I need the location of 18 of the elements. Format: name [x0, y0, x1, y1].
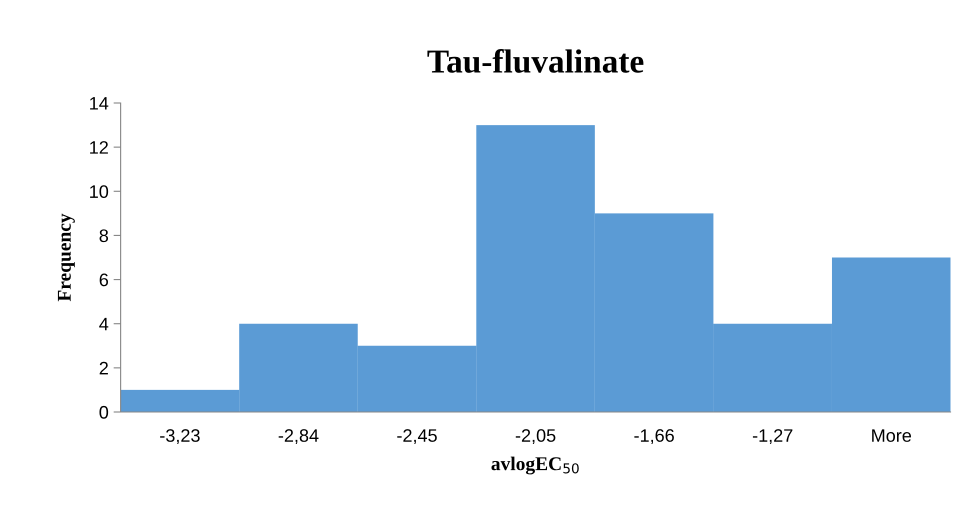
x-tick-label: -3,23: [160, 429, 200, 444]
y-tick-label: 6: [100, 274, 108, 286]
x-tick-label: -1,66: [634, 429, 674, 444]
x-tick-label: -2,84: [278, 429, 319, 444]
x-tick-label: -1,27: [752, 429, 792, 444]
y-tick-label: 12: [90, 141, 108, 154]
x-tick-label: More: [872, 429, 912, 442]
y-axis-title: Frequency: [58, 214, 75, 302]
y-tick-label: 0: [99, 406, 108, 419]
y-tick-label: 8: [100, 229, 108, 242]
y-tick-label: 10: [90, 185, 108, 198]
y-tick-label: 4: [99, 318, 108, 330]
x-tick-label: -2,05: [516, 429, 556, 444]
x-axis-title: avlogEC$_{50}$: [491, 456, 579, 474]
chart-title: Tau-fluvalinate: [427, 48, 644, 73]
x-tick-label: -2,45: [397, 429, 437, 444]
y-tick-label: 14: [90, 97, 108, 110]
y-tick-label: 2: [100, 362, 108, 374]
